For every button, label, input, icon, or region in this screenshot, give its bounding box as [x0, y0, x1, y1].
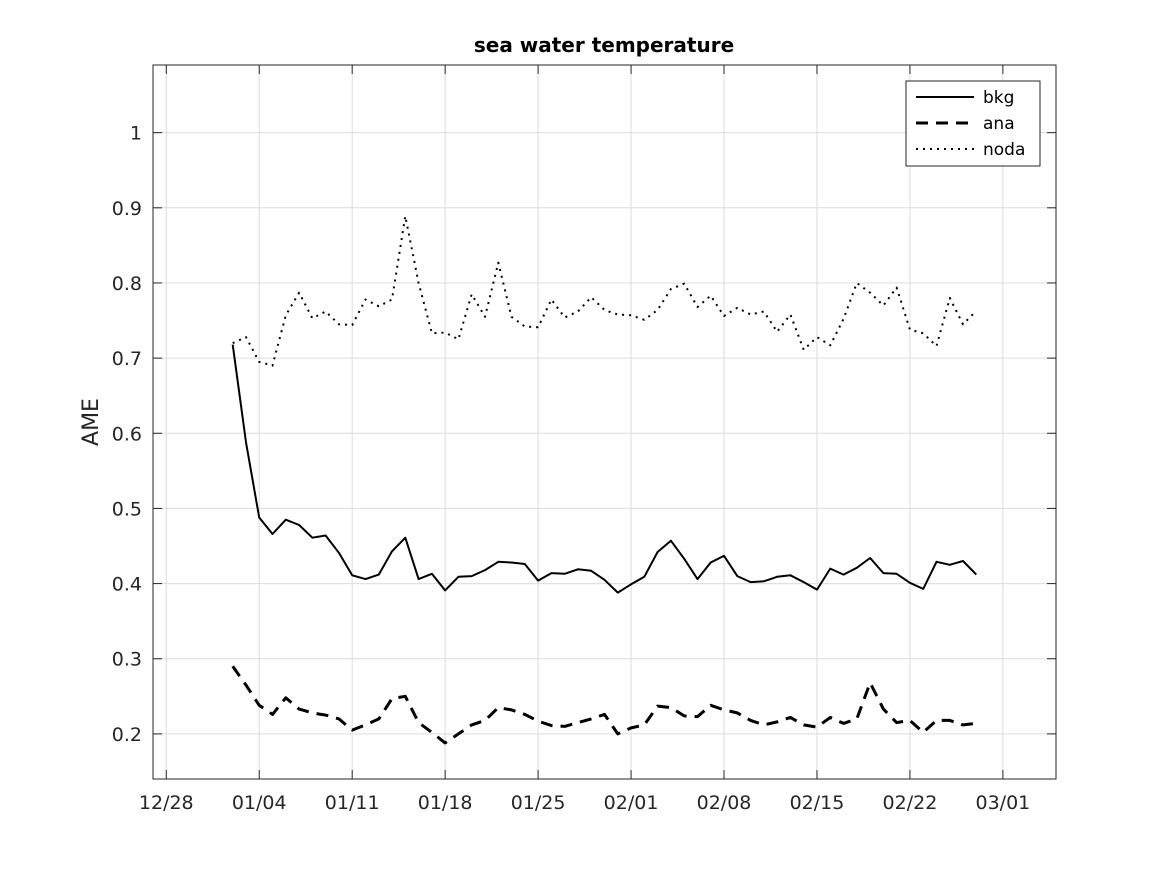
x-tick-label: 01/04: [232, 792, 287, 814]
x-tick-label: 02/01: [604, 792, 659, 814]
chart-title: sea water temperature: [474, 33, 734, 57]
legend-label-noda: noda: [983, 140, 1025, 160]
y-tick-label: 0.3: [112, 649, 142, 671]
y-tick-label: 0.5: [112, 498, 142, 520]
y-tick-label: 0.4: [112, 574, 142, 596]
series-line-noda: [232, 215, 978, 367]
x-tick-label: 02/15: [790, 792, 845, 814]
y-tick-label: 1: [130, 123, 142, 145]
plot-frame: [152, 64, 1057, 780]
series-line-ana: [231, 665, 977, 745]
y-tick-label: 0.6: [112, 423, 142, 445]
series-line-bkg: [231, 344, 978, 594]
y-tick-label: 0.7: [112, 348, 142, 370]
x-tick-label: 12/28: [139, 792, 194, 814]
x-tick-label: 01/18: [418, 792, 473, 814]
y-tick-label: 0.9: [112, 198, 142, 220]
y-axis-label: AME: [79, 398, 104, 446]
legend: bkg ana noda: [905, 80, 1041, 167]
series-layer: [231, 215, 978, 745]
x-tick-label: 01/11: [325, 792, 380, 814]
x-tick-label: 02/08: [697, 792, 752, 814]
legend-label-bkg: bkg: [983, 88, 1014, 108]
x-tick-label: 03/01: [975, 792, 1030, 814]
y-tick-label: 0.2: [112, 724, 142, 746]
legend-box: [905, 80, 1041, 167]
y-tick-label: 0.8: [112, 273, 142, 295]
legend-label-ana: ana: [983, 114, 1015, 134]
axis-ticks: 12/28 01/04 01/11 01/18 01/25 02/01 02/08 02/15…: [112, 65, 1056, 814]
x-tick-label: 02/22: [883, 792, 938, 814]
x-tick-label: 01/25: [511, 792, 566, 814]
plot-area: [153, 65, 1056, 779]
